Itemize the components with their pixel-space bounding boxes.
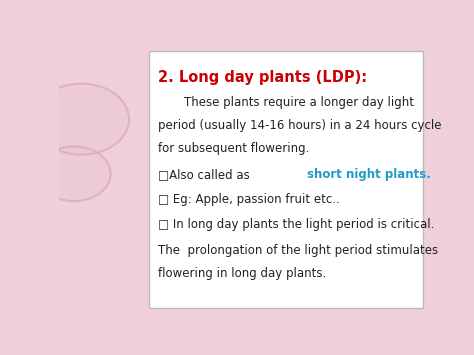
Text: 2. Long day plants (LDP):: 2. Long day plants (LDP):	[158, 70, 367, 85]
Text: flowering in long day plants.: flowering in long day plants.	[158, 267, 327, 280]
Text: for subsequent flowering.: for subsequent flowering.	[158, 142, 310, 155]
Text: period (usually 14-16 hours) in a 24 hours cycle: period (usually 14-16 hours) in a 24 hou…	[158, 119, 442, 132]
Circle shape	[34, 84, 129, 155]
Text: □Also called as: □Also called as	[158, 168, 254, 181]
Text: These plants require a longer day light: These plants require a longer day light	[184, 96, 414, 109]
FancyBboxPatch shape	[149, 51, 423, 308]
Text: □ Eg: Apple, passion fruit etc..: □ Eg: Apple, passion fruit etc..	[158, 193, 340, 206]
Circle shape	[37, 147, 110, 201]
Text: □ In long day plants the light period is critical.: □ In long day plants the light period is…	[158, 218, 435, 230]
Text: The  prolongation of the light period stimulates: The prolongation of the light period sti…	[158, 244, 438, 257]
Text: short night plants.: short night plants.	[307, 168, 431, 181]
